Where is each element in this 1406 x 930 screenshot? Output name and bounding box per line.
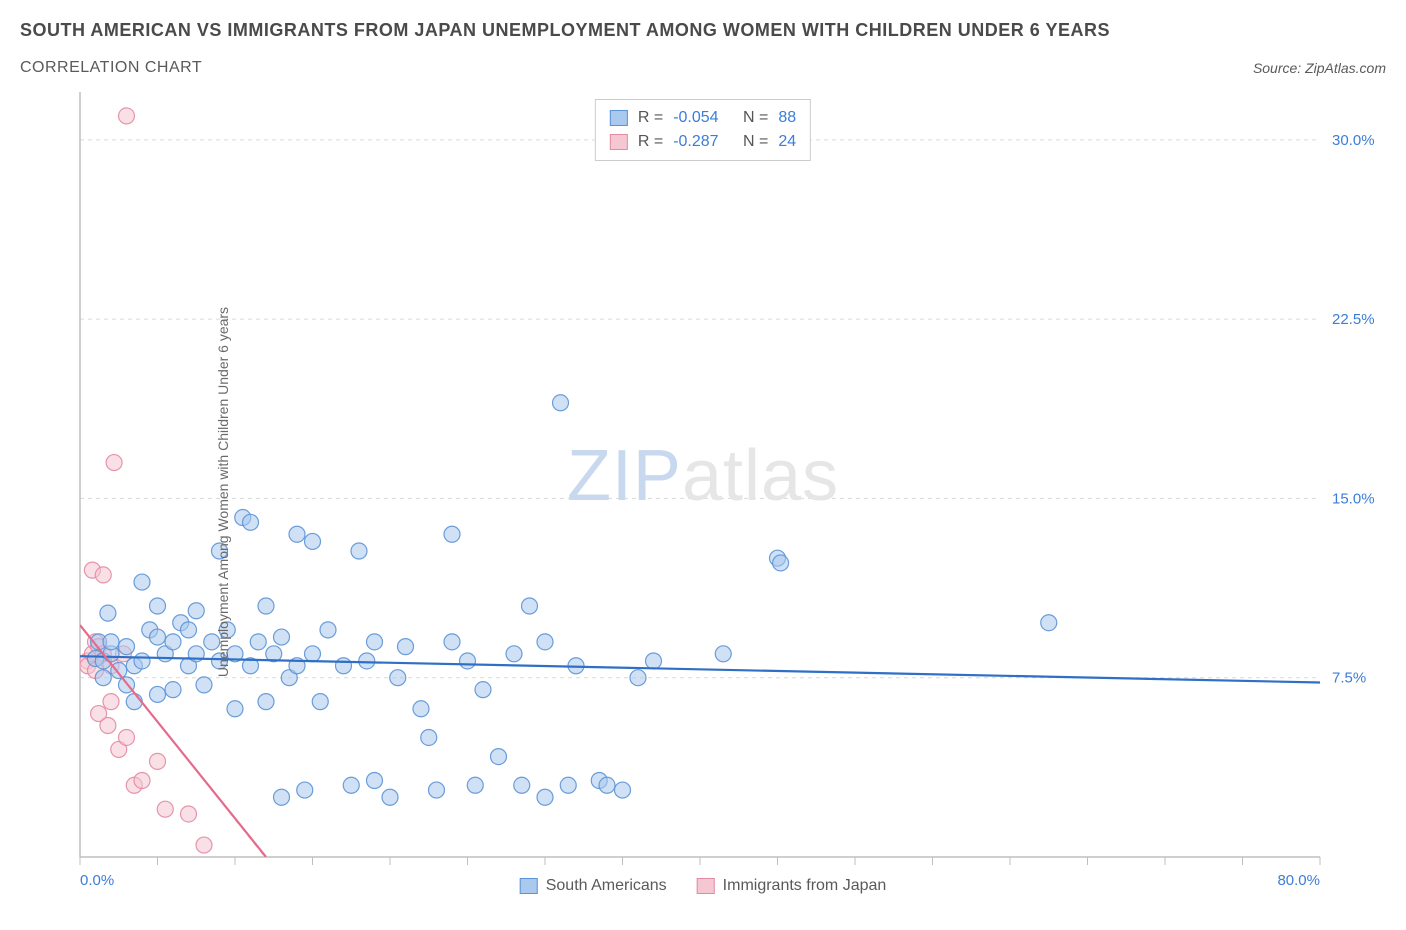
svg-text:22.5%: 22.5% xyxy=(1332,311,1375,328)
series1-r-value: -0.054 xyxy=(673,106,718,130)
series1-swatch-icon xyxy=(520,878,538,894)
series1-swatch-icon xyxy=(610,110,628,126)
series1-legend-label: South Americans xyxy=(546,877,667,895)
series2-n-value: 24 xyxy=(778,130,796,154)
r-label: R = xyxy=(638,130,663,154)
correlation-row-1: R = -0.054 N = 88 xyxy=(610,106,796,130)
svg-text:80.0%: 80.0% xyxy=(1277,872,1320,889)
legend-item-1: South Americans xyxy=(520,877,667,895)
r-label: R = xyxy=(638,106,663,130)
svg-text:0.0%: 0.0% xyxy=(80,872,114,889)
page-title: SOUTH AMERICAN VS IMMIGRANTS FROM JAPAN … xyxy=(20,20,1386,41)
svg-text:30.0%: 30.0% xyxy=(1332,132,1375,149)
svg-text:7.5%: 7.5% xyxy=(1332,670,1366,687)
series2-swatch-icon xyxy=(697,878,715,894)
legend-item-2: Immigrants from Japan xyxy=(697,877,887,895)
n-label: N = xyxy=(743,106,768,130)
correlation-row-2: R = -0.287 N = 24 xyxy=(610,130,796,154)
source-prefix: Source: xyxy=(1253,60,1305,76)
series2-r-value: -0.287 xyxy=(673,130,718,154)
chart-container: SOUTH AMERICAN VS IMMIGRANTS FROM JAPAN … xyxy=(20,20,1386,910)
n-label: N = xyxy=(743,130,768,154)
chart-area: Unemployment Among Women with Children U… xyxy=(20,87,1386,897)
series2-swatch-icon xyxy=(610,134,628,150)
correlation-legend-box: R = -0.054 N = 88 R = -0.287 N = 24 xyxy=(595,99,811,161)
chart-subtitle: CORRELATION CHART xyxy=(20,59,202,77)
y-axis-label: Unemployment Among Women with Children U… xyxy=(215,307,231,677)
bottom-legend: South Americans Immigrants from Japan xyxy=(520,877,887,895)
series2-legend-label: Immigrants from Japan xyxy=(723,877,887,895)
source-attribution: Source: ZipAtlas.com xyxy=(1253,60,1386,76)
series1-n-value: 88 xyxy=(778,106,796,130)
source-name: ZipAtlas.com xyxy=(1305,60,1386,76)
subtitle-row: CORRELATION CHART Source: ZipAtlas.com xyxy=(20,59,1386,77)
svg-text:15.0%: 15.0% xyxy=(1332,490,1375,507)
